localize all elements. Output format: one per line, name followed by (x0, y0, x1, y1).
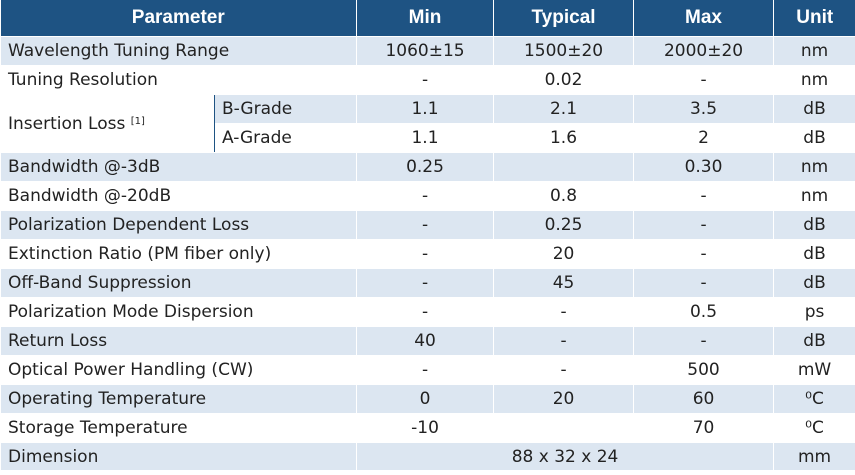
typical-cell: 1.6 (493, 123, 635, 153)
table-row: Extinction Ratio (PM fiber only) - 20 - … (0, 239, 855, 269)
min-cell: 40 (356, 326, 495, 356)
unit-cell: dB (773, 210, 855, 240)
max-cell: - (633, 181, 775, 211)
dimension-value-cell: 88 x 32 x 24 (356, 442, 775, 471)
typical-cell: 0.02 (493, 65, 635, 95)
min-cell: - (356, 181, 495, 211)
table-row: A-Grade 1.1 1.6 2 dB (1, 123, 855, 153)
min-cell: 1.1 (356, 94, 495, 124)
typical-cell: - (493, 326, 635, 356)
unit-cell: nm (773, 181, 855, 211)
unit-cell: dB (773, 94, 855, 124)
typical-cell: - (493, 297, 635, 327)
max-cell: - (633, 65, 775, 95)
typical-cell: - (493, 355, 635, 385)
param-cell: Polarization Mode Dispersion (0, 297, 358, 327)
table-row: Wavelength Tuning Range 1060±15 1500±20 … (0, 36, 855, 66)
min-cell: 0.25 (356, 152, 495, 182)
max-cell: 70 (633, 413, 775, 443)
param-cell: Return Loss (0, 326, 358, 356)
unit-cell: mW (773, 355, 855, 385)
min-cell: - (356, 355, 495, 385)
param-cell: Storage Temperature (0, 413, 358, 443)
min-cell: -10 (356, 413, 495, 443)
typical-cell: 45 (493, 268, 635, 298)
min-cell: - (356, 210, 495, 240)
table-row: Off-Band Suppression - 45 - dB (0, 268, 855, 298)
param-cell-insertion-loss: Insertion Loss [1] (0, 94, 215, 153)
typical-cell: 20 (493, 239, 635, 269)
header-row: Parameter Min Typical Max Unit (0, 0, 855, 37)
unit-cell: dB (773, 268, 855, 298)
max-cell: 3.5 (633, 94, 775, 124)
unit-cell: dB (773, 123, 855, 153)
grade-cell: B-Grade (213, 94, 358, 124)
typical-cell (493, 413, 635, 443)
typical-cell: 1500±20 (493, 36, 635, 66)
max-cell: - (633, 210, 775, 240)
typical-cell (493, 152, 635, 182)
param-cell: Operating Temperature (0, 384, 358, 414)
unit-cell: ⁰C (773, 384, 855, 414)
unit-cell: dB (773, 239, 855, 269)
header-max: Max (633, 0, 775, 37)
param-label: Insertion Loss (8, 113, 126, 134)
param-cell: Dimension (0, 442, 358, 471)
typical-cell: 2.1 (493, 94, 635, 124)
unit-cell: nm (773, 36, 855, 66)
table-row: Dimension 88 x 32 x 24 mm (0, 442, 855, 471)
table-row: Return Loss 40 - - dB (0, 326, 855, 356)
table-row: Insertion Loss [1] B-Grade 1.1 2.1 3.5 d… (0, 94, 855, 153)
min-cell: 1.1 (356, 123, 495, 153)
param-cell: Optical Power Handling (CW) (0, 355, 358, 385)
table-row: Tuning Resolution - 0.02 - nm (0, 65, 855, 95)
header-parameter: Parameter (0, 0, 358, 37)
table-row: Bandwidth @-20dB - 0.8 - nm (0, 181, 855, 211)
table-row: Polarization Dependent Loss - 0.25 - dB (0, 210, 855, 240)
typical-cell: 20 (493, 384, 635, 414)
param-cell: Extinction Ratio (PM fiber only) (0, 239, 358, 269)
max-cell: 0.30 (633, 152, 775, 182)
param-cell: Wavelength Tuning Range (0, 36, 358, 66)
table-row: Polarization Mode Dispersion - - 0.5 ps (0, 297, 855, 327)
min-cell: 0 (356, 384, 495, 414)
unit-cell: nm (773, 65, 855, 95)
unit-cell: nm (773, 152, 855, 182)
min-cell: - (356, 268, 495, 298)
min-cell: - (356, 239, 495, 269)
header-unit: Unit (773, 0, 855, 37)
unit-cell: ⁰C (773, 413, 855, 443)
grade-cell: A-Grade (213, 123, 358, 153)
footnote-ref: [1] (130, 115, 145, 127)
min-cell: - (356, 65, 495, 95)
max-cell: - (633, 268, 775, 298)
max-cell: 2 (633, 123, 775, 153)
header-min: Min (356, 0, 495, 37)
max-cell: 2000±20 (633, 36, 775, 66)
max-cell: 60 (633, 384, 775, 414)
unit-cell: ps (773, 297, 855, 327)
unit-cell: mm (773, 442, 855, 471)
param-cell: Bandwidth @-3dB (0, 152, 358, 182)
max-cell: - (633, 326, 775, 356)
max-cell: - (633, 239, 775, 269)
header-typical: Typical (493, 0, 635, 37)
param-cell: Polarization Dependent Loss (0, 210, 358, 240)
table-row: Operating Temperature 0 20 60 ⁰C (0, 384, 855, 414)
min-cell: - (356, 297, 495, 327)
typical-cell: 0.8 (493, 181, 635, 211)
table-row: Storage Temperature -10 70 ⁰C (0, 413, 855, 443)
param-cell: Off-Band Suppression (0, 268, 358, 298)
table-row: Bandwidth @-3dB 0.25 0.30 nm (0, 152, 855, 182)
unit-cell: dB (773, 326, 855, 356)
table-row: Optical Power Handling (CW) - - 500 mW (0, 355, 855, 385)
param-cell: Tuning Resolution (0, 65, 358, 95)
param-cell: Bandwidth @-20dB (0, 181, 358, 211)
min-cell: 1060±15 (356, 36, 495, 66)
typical-cell: 0.25 (493, 210, 635, 240)
max-cell: 500 (633, 355, 775, 385)
max-cell: 0.5 (633, 297, 775, 327)
